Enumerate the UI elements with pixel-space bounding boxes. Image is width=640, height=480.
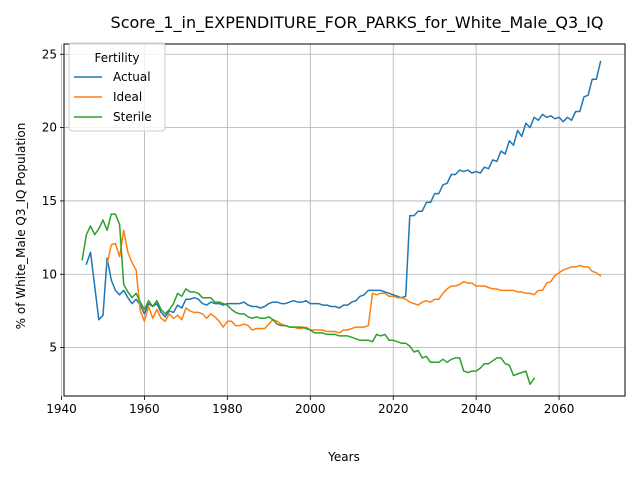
x-tick-label: 2060 xyxy=(544,402,575,416)
chart-title: Score_1_in_EXPENDITURE_FOR_PARKS_for_Whi… xyxy=(111,13,604,33)
series-line-actual xyxy=(85,60,602,321)
x-axis-label: Years xyxy=(327,450,360,464)
series-line-ideal xyxy=(106,229,602,334)
axis-ticks: 1940 1960 1980 2000 2020 2040 2060 5 10 15 20 25 xyxy=(42,47,575,416)
y-tick-label: 25 xyxy=(42,47,57,61)
grid xyxy=(61,44,625,396)
legend-box xyxy=(68,42,166,132)
x-tick-label: 2020 xyxy=(378,402,409,416)
x-tick-label: 1960 xyxy=(129,402,160,416)
legend: Fertility Actual Ideal Sterile xyxy=(68,42,166,132)
plot-frame xyxy=(63,43,626,397)
y-tick-label: 10 xyxy=(42,267,57,281)
x-tick-label: 2040 xyxy=(461,402,492,416)
legend-label-ideal: Ideal xyxy=(113,90,142,104)
x-tick-label: 2000 xyxy=(295,402,326,416)
legend-title: Fertility xyxy=(94,51,139,65)
x-tick-label: 1980 xyxy=(212,402,243,416)
legend-label-sterile: Sterile xyxy=(113,110,152,124)
series-line-sterile xyxy=(81,213,536,386)
legend-label-actual: Actual xyxy=(113,70,151,84)
y-axis-label: % of White_Male Q3_IQ Population xyxy=(14,123,28,330)
legend-items: Actual Ideal Sterile xyxy=(74,70,152,124)
x-tick-label: 1940 xyxy=(46,402,77,416)
y-tick-label: 5 xyxy=(49,341,57,355)
y-tick-label: 15 xyxy=(42,194,57,208)
y-tick-label: 20 xyxy=(42,121,57,135)
series-lines xyxy=(81,60,602,386)
